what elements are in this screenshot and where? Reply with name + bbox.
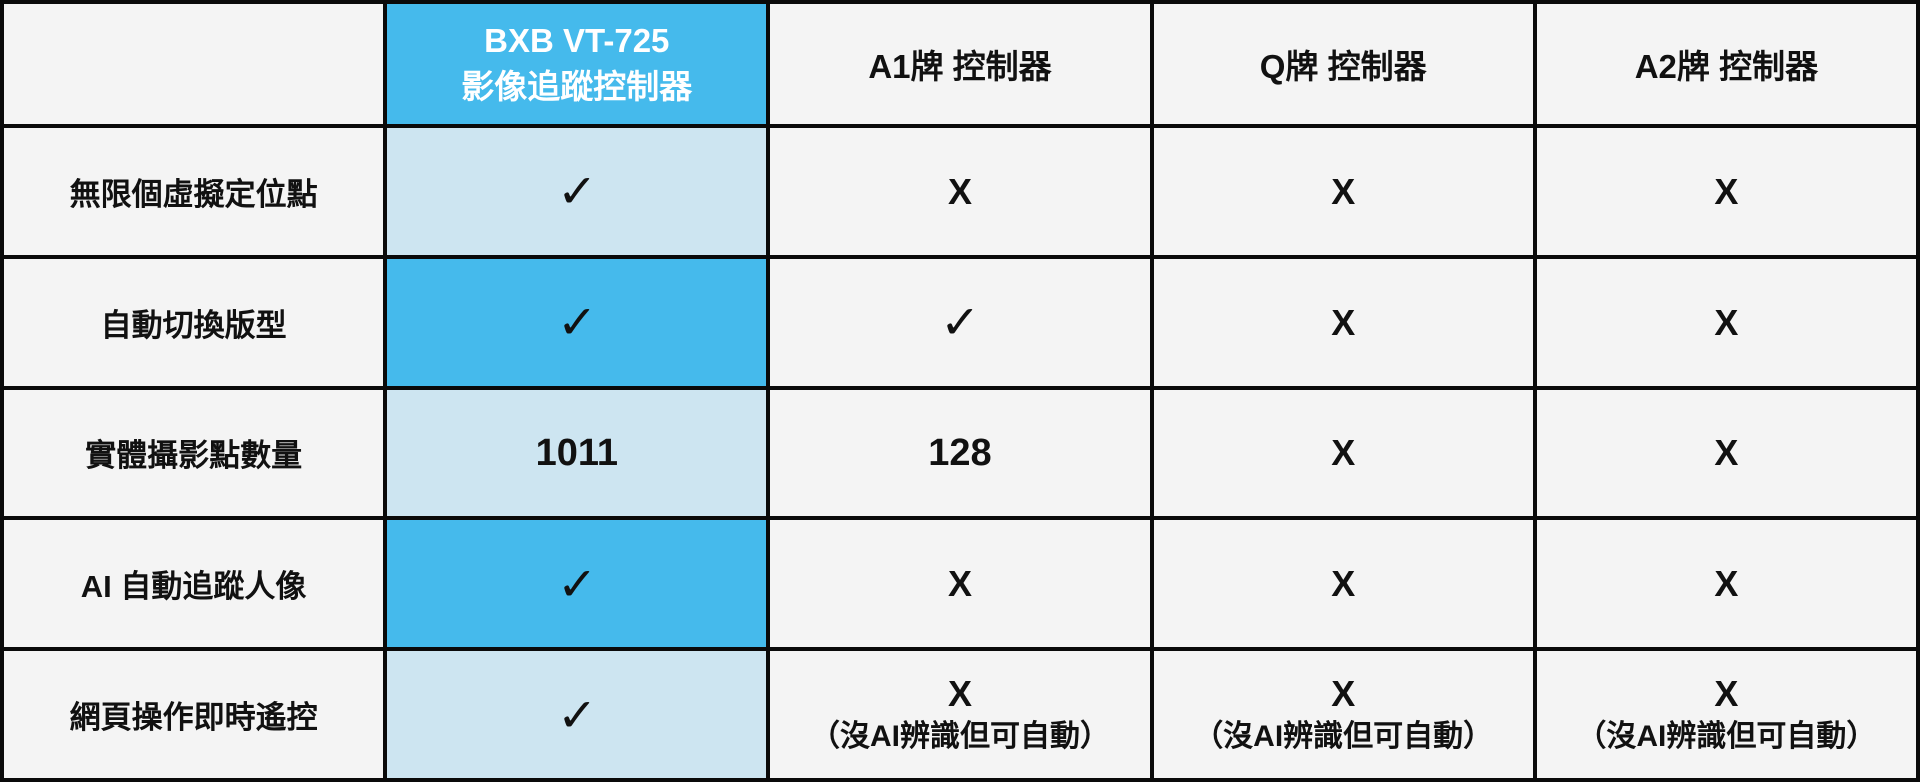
- row-label-auto-layout: 自動切換版型: [4, 258, 384, 386]
- cell-ai-tracking-bxb: ✓: [387, 520, 767, 648]
- corner-cell: [4, 4, 384, 124]
- check-icon: ✓: [556, 688, 598, 741]
- cell-web-remote-q: X （沒AI辨識但可自動）: [1153, 651, 1533, 778]
- cross-mark: X: [1714, 170, 1739, 212]
- cross-mark: X: [947, 673, 972, 715]
- cell-ai-tracking-q: X: [1153, 520, 1533, 648]
- cell-web-remote-a2: X （沒AI辨識但可自動）: [1536, 651, 1916, 778]
- cross-mark: X: [1331, 301, 1356, 343]
- row-label-ai-tracking: AI 自動追蹤人像: [4, 520, 384, 648]
- brand-product: 影像追蹤控制器: [461, 68, 693, 105]
- cross-note: （沒AI辨識但可自動）: [809, 719, 1110, 753]
- cross-mark: X: [1714, 673, 1739, 715]
- cell-web-remote-bxb: ✓: [387, 651, 767, 778]
- check-icon: ✓: [556, 557, 598, 610]
- column-header-a2: A2牌 控制器: [1536, 4, 1916, 124]
- cell-virtual-points-bxb: ✓: [387, 128, 767, 255]
- cross-mark: X: [1331, 432, 1356, 474]
- cell-auto-layout-a1: ✓: [770, 258, 1150, 386]
- cell-camera-points-bxb: 1011: [387, 389, 767, 517]
- row-label-virtual-points: 無限個虛擬定位點: [4, 128, 384, 255]
- check-icon: ✓: [556, 165, 598, 218]
- cell-camera-points-a1: 128: [770, 389, 1150, 517]
- cell-web-remote-a1: X （沒AI辨識但可自動）: [770, 651, 1150, 778]
- cell-ai-tracking-a1: X: [770, 520, 1150, 648]
- cell-auto-layout-a2: X: [1536, 258, 1916, 386]
- cross-mark: X: [1331, 673, 1356, 715]
- row-label-camera-points: 實體攝影點數量: [4, 389, 384, 517]
- cross-mark: X: [1714, 563, 1739, 605]
- cell-auto-layout-q: X: [1153, 258, 1533, 386]
- cell-virtual-points-q: X: [1153, 128, 1533, 255]
- cell-camera-points-q: X: [1153, 389, 1533, 517]
- row-label-web-remote: 網頁操作即時遙控: [4, 651, 384, 778]
- camera-points-value: 1011: [535, 431, 619, 474]
- check-icon: ✓: [939, 296, 981, 349]
- cross-mark: X: [947, 563, 972, 605]
- cell-virtual-points-a1: X: [770, 128, 1150, 255]
- check-icon: ✓: [556, 296, 598, 349]
- cell-virtual-points-a2: X: [1536, 128, 1916, 255]
- brand-name: BXB VT-725: [484, 22, 670, 60]
- cross-mark: X: [1331, 170, 1356, 212]
- column-header-bxb: BXB VT-725 影像追蹤控制器: [387, 4, 767, 124]
- column-header-q: Q牌 控制器: [1153, 4, 1533, 124]
- camera-points-value: 128: [928, 431, 992, 474]
- cell-auto-layout-bxb: ✓: [387, 258, 767, 386]
- cross-mark: X: [1331, 563, 1356, 605]
- cell-camera-points-a2: X: [1536, 389, 1916, 517]
- cross-note: （沒AI辨識但可自動）: [1576, 719, 1877, 753]
- cell-ai-tracking-a2: X: [1536, 520, 1916, 648]
- cross-mark: X: [947, 170, 972, 212]
- cross-mark: X: [1714, 301, 1739, 343]
- cross-mark: X: [1714, 432, 1739, 474]
- cross-note: （沒AI辨識但可自動）: [1193, 719, 1494, 753]
- column-header-a1: A1牌 控制器: [770, 4, 1150, 124]
